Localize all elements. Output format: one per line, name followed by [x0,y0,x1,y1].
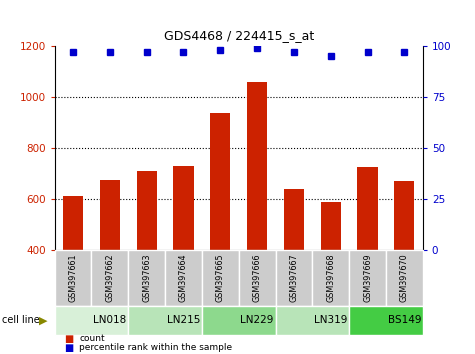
Text: GSM397669: GSM397669 [363,253,372,302]
Bar [276,250,313,306]
Bar [349,250,386,306]
Bar [313,250,349,306]
Bar [238,250,276,306]
Text: LN018: LN018 [93,315,126,325]
Bar [173,166,194,250]
Text: LN215: LN215 [167,315,200,325]
Text: GSM397663: GSM397663 [142,253,151,302]
Bar [284,189,304,250]
Bar [386,250,423,306]
Bar [247,82,267,250]
Text: LN319: LN319 [314,315,347,325]
Text: ■: ■ [64,343,73,353]
Bar [55,250,91,306]
Text: GSM397668: GSM397668 [326,253,335,302]
Bar [321,202,341,250]
Text: GSM397664: GSM397664 [179,253,188,302]
Text: count: count [79,334,105,343]
Bar [202,306,276,335]
Text: GSM397667: GSM397667 [289,253,298,302]
Bar [91,250,128,306]
Text: cell line: cell line [2,315,40,325]
Text: LN229: LN229 [240,315,274,325]
Text: GSM397665: GSM397665 [216,253,225,302]
Bar [210,113,230,250]
Text: ▶: ▶ [39,315,48,325]
Bar [128,306,202,335]
Bar [349,306,423,335]
Bar [100,179,120,250]
Text: percentile rank within the sample: percentile rank within the sample [79,343,232,352]
Text: ■: ■ [64,334,73,344]
Text: GSM397661: GSM397661 [68,253,77,302]
Title: GDS4468 / 224415_s_at: GDS4468 / 224415_s_at [163,29,314,42]
Bar [136,171,157,250]
Text: GSM397670: GSM397670 [400,253,409,302]
Text: GSM397666: GSM397666 [253,253,262,302]
Bar [202,250,238,306]
Bar [394,181,415,250]
Text: BS149: BS149 [388,315,421,325]
Bar [165,250,202,306]
Text: GSM397662: GSM397662 [105,253,114,302]
Bar [276,306,349,335]
Bar [128,250,165,306]
Bar [55,306,128,335]
Bar [63,196,83,250]
Bar [357,167,378,250]
